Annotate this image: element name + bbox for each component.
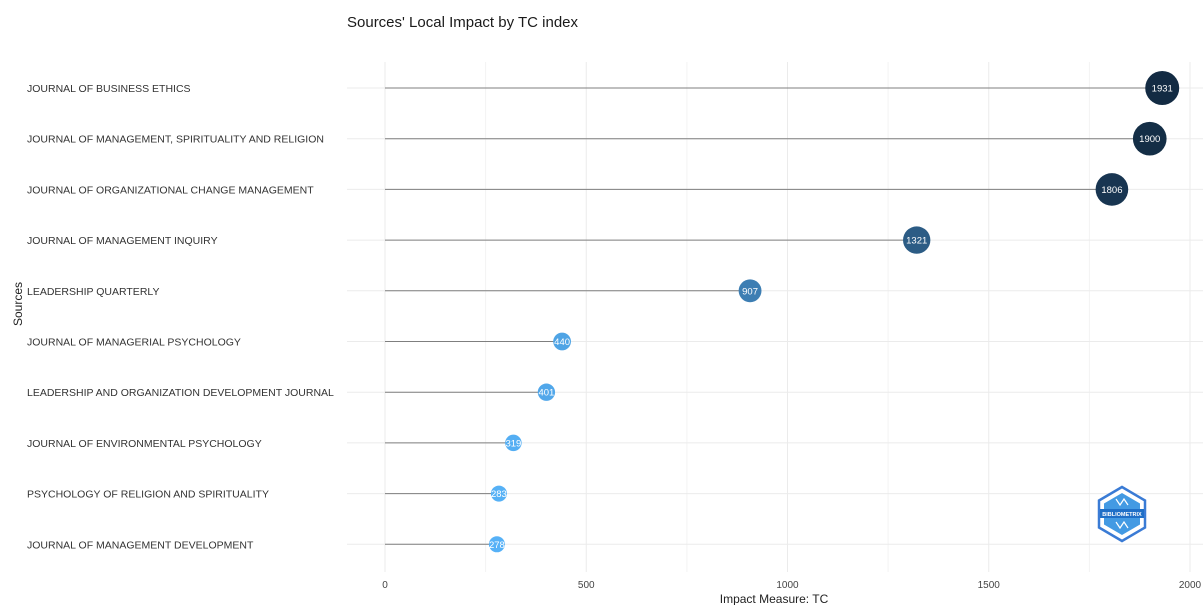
x-tick-label: 0 [382,580,388,591]
dot [1095,173,1129,206]
y-tick-label: JOURNAL OF ENVIRONMENTAL PSYCHOLOGY [27,438,262,450]
x-tick-labels: 0 500 1000 1500 2000 [382,580,1201,591]
chart-title: Sources' Local Impact by TC index [347,14,579,31]
stems [385,87,1163,545]
data-label: 1806 [1101,185,1122,196]
y-tick-label: LEADERSHIP QUARTERLY [27,286,159,298]
x-tick-label: 1000 [776,580,799,591]
y-axis-title: Sources [11,282,25,326]
data-label: 319 [505,438,521,449]
dot [553,332,571,351]
data-label: 283 [491,489,507,500]
data-label: 278 [489,540,505,551]
dots: 1931 1900 1806 1321 907 440 401 319 283 278 [488,71,1180,553]
y-tick-label: JOURNAL OF BUSINESS ETHICS [27,83,191,95]
dot [488,536,505,553]
y-tick-label: JOURNAL OF MANAGERIAL PSYCHOLOGY [27,337,241,349]
data-label: 1321 [906,236,927,247]
dot [505,434,522,452]
data-label: 1931 [1152,84,1173,95]
y-tick-label: JOURNAL OF MANAGEMENT INQUIRY [27,235,218,247]
logo-text: BIBLIOMETRIX [1102,512,1142,518]
y-tick-label: LEADERSHIP AND ORGANIZATION DEVELOPMENT … [27,387,334,399]
data-label: 440 [554,337,570,348]
y-tick-labels: JOURNAL OF BUSINESS ETHICS JOURNAL OF MAN… [27,83,334,551]
dot [537,383,556,401]
dot [1132,121,1167,156]
y-tick-label: JOURNAL OF MANAGEMENT DEVELOPMENT [27,539,254,551]
y-tick-label: JOURNAL OF ORGANIZATIONAL CHANGE MANAGEM… [27,184,314,196]
dot [1145,71,1180,105]
bibliometrix-logo: BIBLIOMETRIX [1097,485,1147,543]
dot [903,226,931,254]
data-label: 907 [742,286,758,297]
x-tick-label: 1500 [978,580,1001,591]
dot [738,279,762,303]
data-label: 1900 [1139,134,1160,145]
x-tick-label: 500 [578,580,595,591]
y-tick-label: JOURNAL OF MANAGEMENT, SPIRITUALITY AND … [27,134,324,146]
data-label: 401 [538,388,554,399]
x-tick-label: 2000 [1179,580,1202,591]
dot [490,485,507,502]
y-tick-label: PSYCHOLOGY OF RELIGION AND SPIRITUALITY [27,489,269,501]
x-axis-title: Impact Measure: TC [720,592,829,605]
